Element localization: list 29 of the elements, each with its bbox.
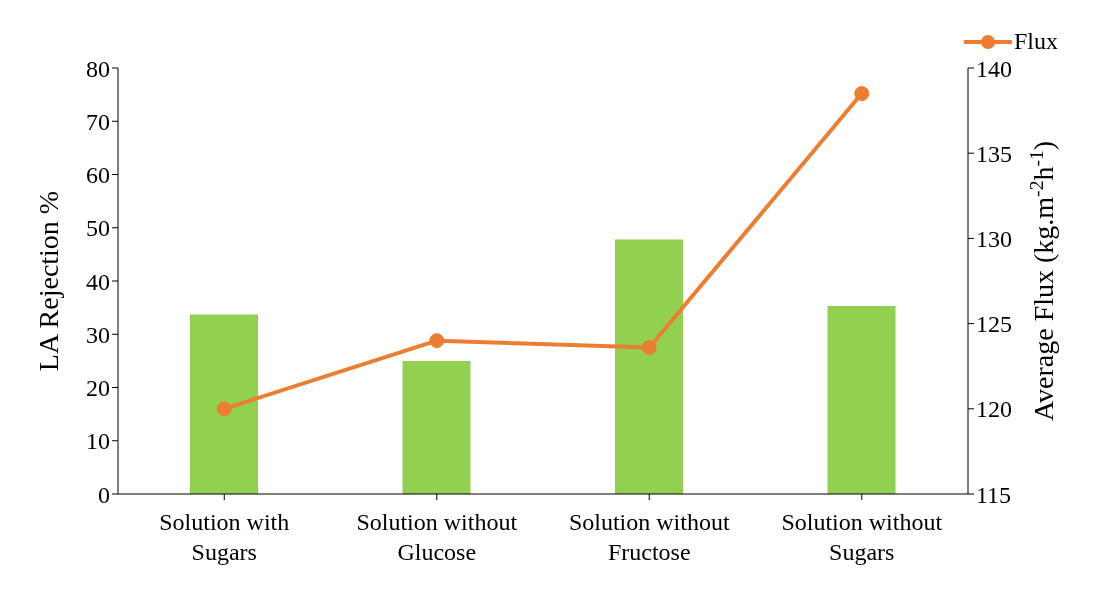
y-tick-label: 60 bbox=[86, 162, 110, 189]
y-tick-label: 80 bbox=[86, 55, 110, 82]
y2-tick-label: 140 bbox=[976, 55, 1012, 82]
x-tick-label: Solution without Sugars bbox=[781, 509, 943, 565]
y-tick-label: 50 bbox=[86, 215, 110, 242]
y-tick-label: 40 bbox=[86, 268, 110, 295]
point bbox=[641, 339, 657, 355]
legend-label: Flux bbox=[1013, 28, 1058, 55]
y2-tick-label: 120 bbox=[976, 396, 1012, 423]
bar bbox=[190, 314, 258, 494]
x-tick-label: Solution with Sugars bbox=[159, 509, 290, 565]
x-tick-label: Solution without Glucose bbox=[356, 509, 518, 565]
y-tick-label: 70 bbox=[86, 108, 110, 135]
y-axis-title: LA Rejection % bbox=[33, 190, 64, 372]
bar bbox=[827, 306, 896, 494]
bar bbox=[402, 360, 471, 494]
y-tick-label: 10 bbox=[86, 428, 110, 455]
x-tick-label: Solution without Fructose bbox=[568, 509, 730, 565]
y2-tick-label: 135 bbox=[976, 140, 1012, 167]
point bbox=[854, 86, 870, 102]
y-tick-label: 20 bbox=[86, 375, 110, 402]
y2-tick-label: 115 bbox=[976, 481, 1012, 508]
y-tick-label: 30 bbox=[86, 321, 110, 348]
y2-tick-label: 130 bbox=[976, 225, 1012, 252]
point bbox=[429, 333, 445, 349]
y-tick-label: 0 bbox=[98, 481, 110, 508]
bar bbox=[615, 239, 683, 494]
point bbox=[216, 401, 232, 417]
y2-tick-label: 125 bbox=[976, 311, 1012, 338]
